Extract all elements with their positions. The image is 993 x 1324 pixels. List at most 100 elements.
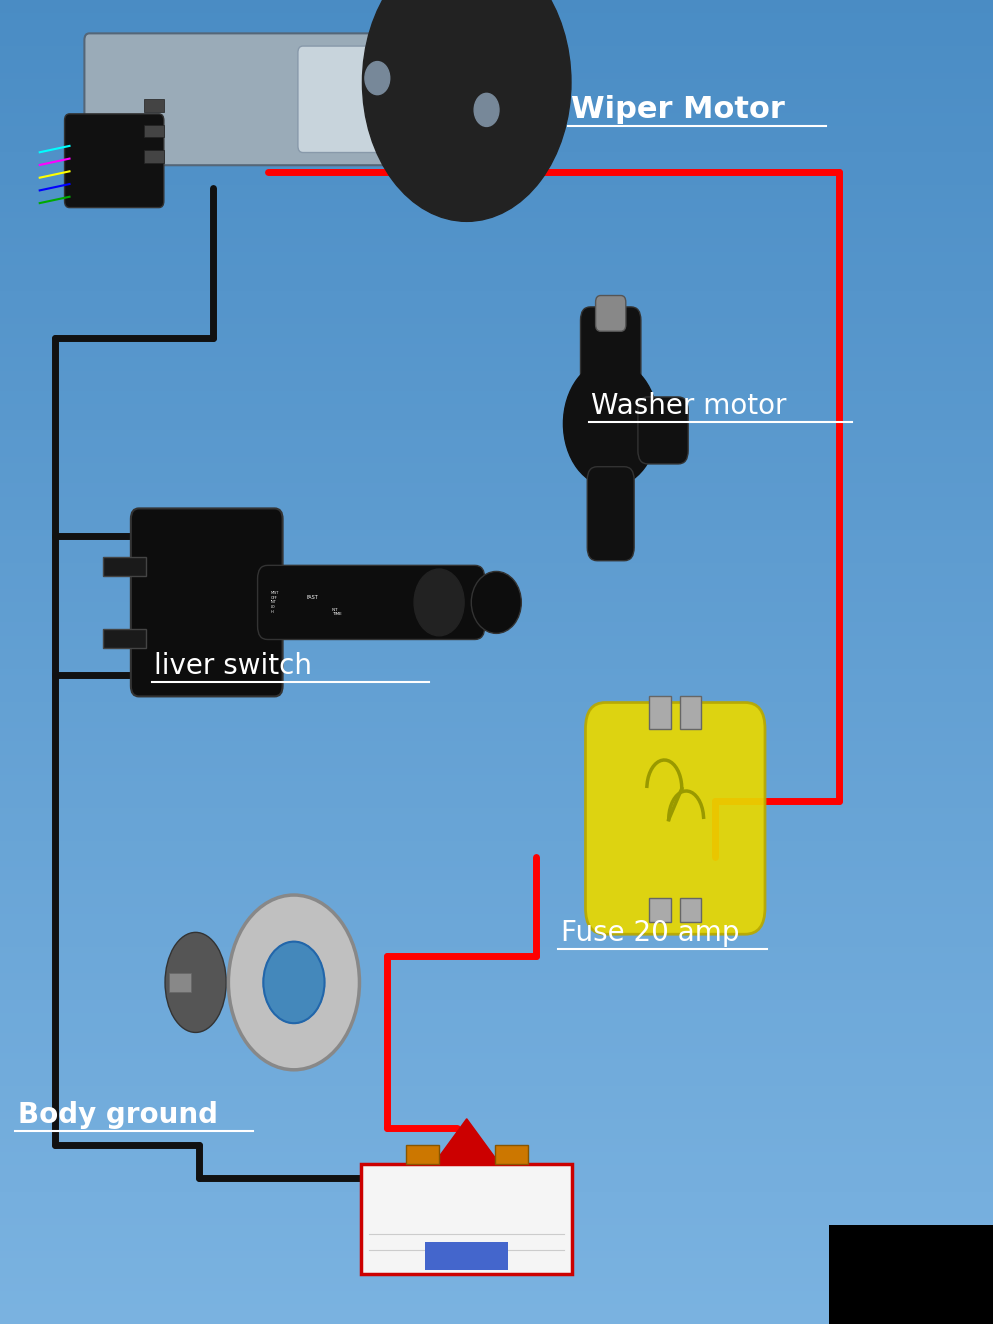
- Bar: [0, 887, 993, 894]
- Bar: [0, 907, 993, 914]
- Bar: [0, 563, 993, 569]
- Bar: [0, 86, 993, 93]
- Bar: [425, 1242, 508, 1270]
- Bar: [0, 1059, 993, 1066]
- Bar: [0, 794, 993, 801]
- Bar: [0, 808, 993, 814]
- Bar: [0, 980, 993, 986]
- Bar: [0, 1311, 993, 1317]
- Bar: [0, 126, 993, 132]
- Circle shape: [228, 895, 359, 1070]
- Bar: [0, 344, 993, 351]
- Bar: [495, 1144, 528, 1165]
- Bar: [0, 669, 993, 675]
- Bar: [0, 1238, 993, 1245]
- Bar: [0, 172, 993, 179]
- Bar: [0, 880, 993, 887]
- Bar: [0, 609, 993, 616]
- Bar: [0, 516, 993, 523]
- Bar: [0, 265, 993, 271]
- Bar: [0, 1033, 993, 1039]
- FancyBboxPatch shape: [257, 565, 485, 639]
- Bar: [0, 7, 993, 13]
- Bar: [0, 119, 993, 126]
- Bar: [0, 271, 993, 278]
- Bar: [0, 391, 993, 397]
- Bar: [0, 305, 993, 311]
- Bar: [0, 324, 993, 331]
- Bar: [0, 245, 993, 252]
- Bar: [0, 404, 993, 410]
- Text: liver switch: liver switch: [154, 651, 312, 681]
- Bar: [0, 1106, 993, 1112]
- Bar: [0, 477, 993, 483]
- Bar: [0, 655, 993, 662]
- Bar: [0, 185, 993, 192]
- FancyBboxPatch shape: [298, 46, 496, 152]
- Bar: [0, 953, 993, 960]
- Bar: [0, 1172, 993, 1178]
- Bar: [0, 649, 993, 655]
- Bar: [0, 252, 993, 258]
- Bar: [0, 1013, 993, 1019]
- Bar: [0, 695, 993, 702]
- Polygon shape: [433, 1119, 500, 1165]
- Bar: [0, 1125, 993, 1132]
- Bar: [0, 688, 993, 695]
- FancyBboxPatch shape: [581, 307, 640, 396]
- Bar: [0, 278, 993, 285]
- Bar: [0, 106, 993, 113]
- Bar: [0, 298, 993, 305]
- Bar: [0, 79, 993, 86]
- Bar: [0, 874, 993, 880]
- Bar: [0, 675, 993, 682]
- Bar: [0, 417, 993, 424]
- Bar: [0, 457, 993, 463]
- Bar: [0, 1218, 993, 1225]
- Circle shape: [362, 0, 571, 221]
- Bar: [0, 1251, 993, 1258]
- Text: Body ground: Body ground: [18, 1100, 217, 1129]
- Bar: [0, 338, 993, 344]
- Bar: [0, 192, 993, 199]
- Bar: [0, 867, 993, 874]
- Bar: [0, 1000, 993, 1006]
- Bar: [0, 212, 993, 218]
- Bar: [0, 225, 993, 232]
- Bar: [0, 430, 993, 437]
- Bar: [0, 285, 993, 291]
- Text: Wiper Motor: Wiper Motor: [571, 95, 784, 124]
- Bar: [0, 238, 993, 245]
- Bar: [649, 695, 671, 730]
- Bar: [829, 1225, 993, 1324]
- Bar: [0, 861, 993, 867]
- Bar: [0, 834, 993, 841]
- Bar: [0, 768, 993, 775]
- Bar: [405, 1144, 439, 1165]
- Bar: [0, 113, 993, 119]
- Bar: [0, 40, 993, 46]
- Circle shape: [475, 94, 499, 127]
- Bar: [0, 755, 993, 761]
- FancyBboxPatch shape: [586, 703, 765, 935]
- Circle shape: [414, 569, 464, 636]
- Bar: [0, 1178, 993, 1185]
- Bar: [0, 1278, 993, 1284]
- Bar: [679, 695, 701, 730]
- Bar: [0, 788, 993, 794]
- Bar: [0, 510, 993, 516]
- Bar: [0, 556, 993, 563]
- Bar: [0, 722, 993, 728]
- Bar: [0, 1079, 993, 1086]
- Bar: [0, 0, 993, 7]
- Bar: [0, 139, 993, 146]
- FancyBboxPatch shape: [587, 467, 635, 561]
- Bar: [0, 205, 993, 212]
- Bar: [0, 232, 993, 238]
- Bar: [170, 973, 192, 992]
- Bar: [103, 557, 146, 576]
- Bar: [0, 13, 993, 20]
- Bar: [0, 708, 993, 715]
- Bar: [0, 549, 993, 556]
- Bar: [0, 1245, 993, 1251]
